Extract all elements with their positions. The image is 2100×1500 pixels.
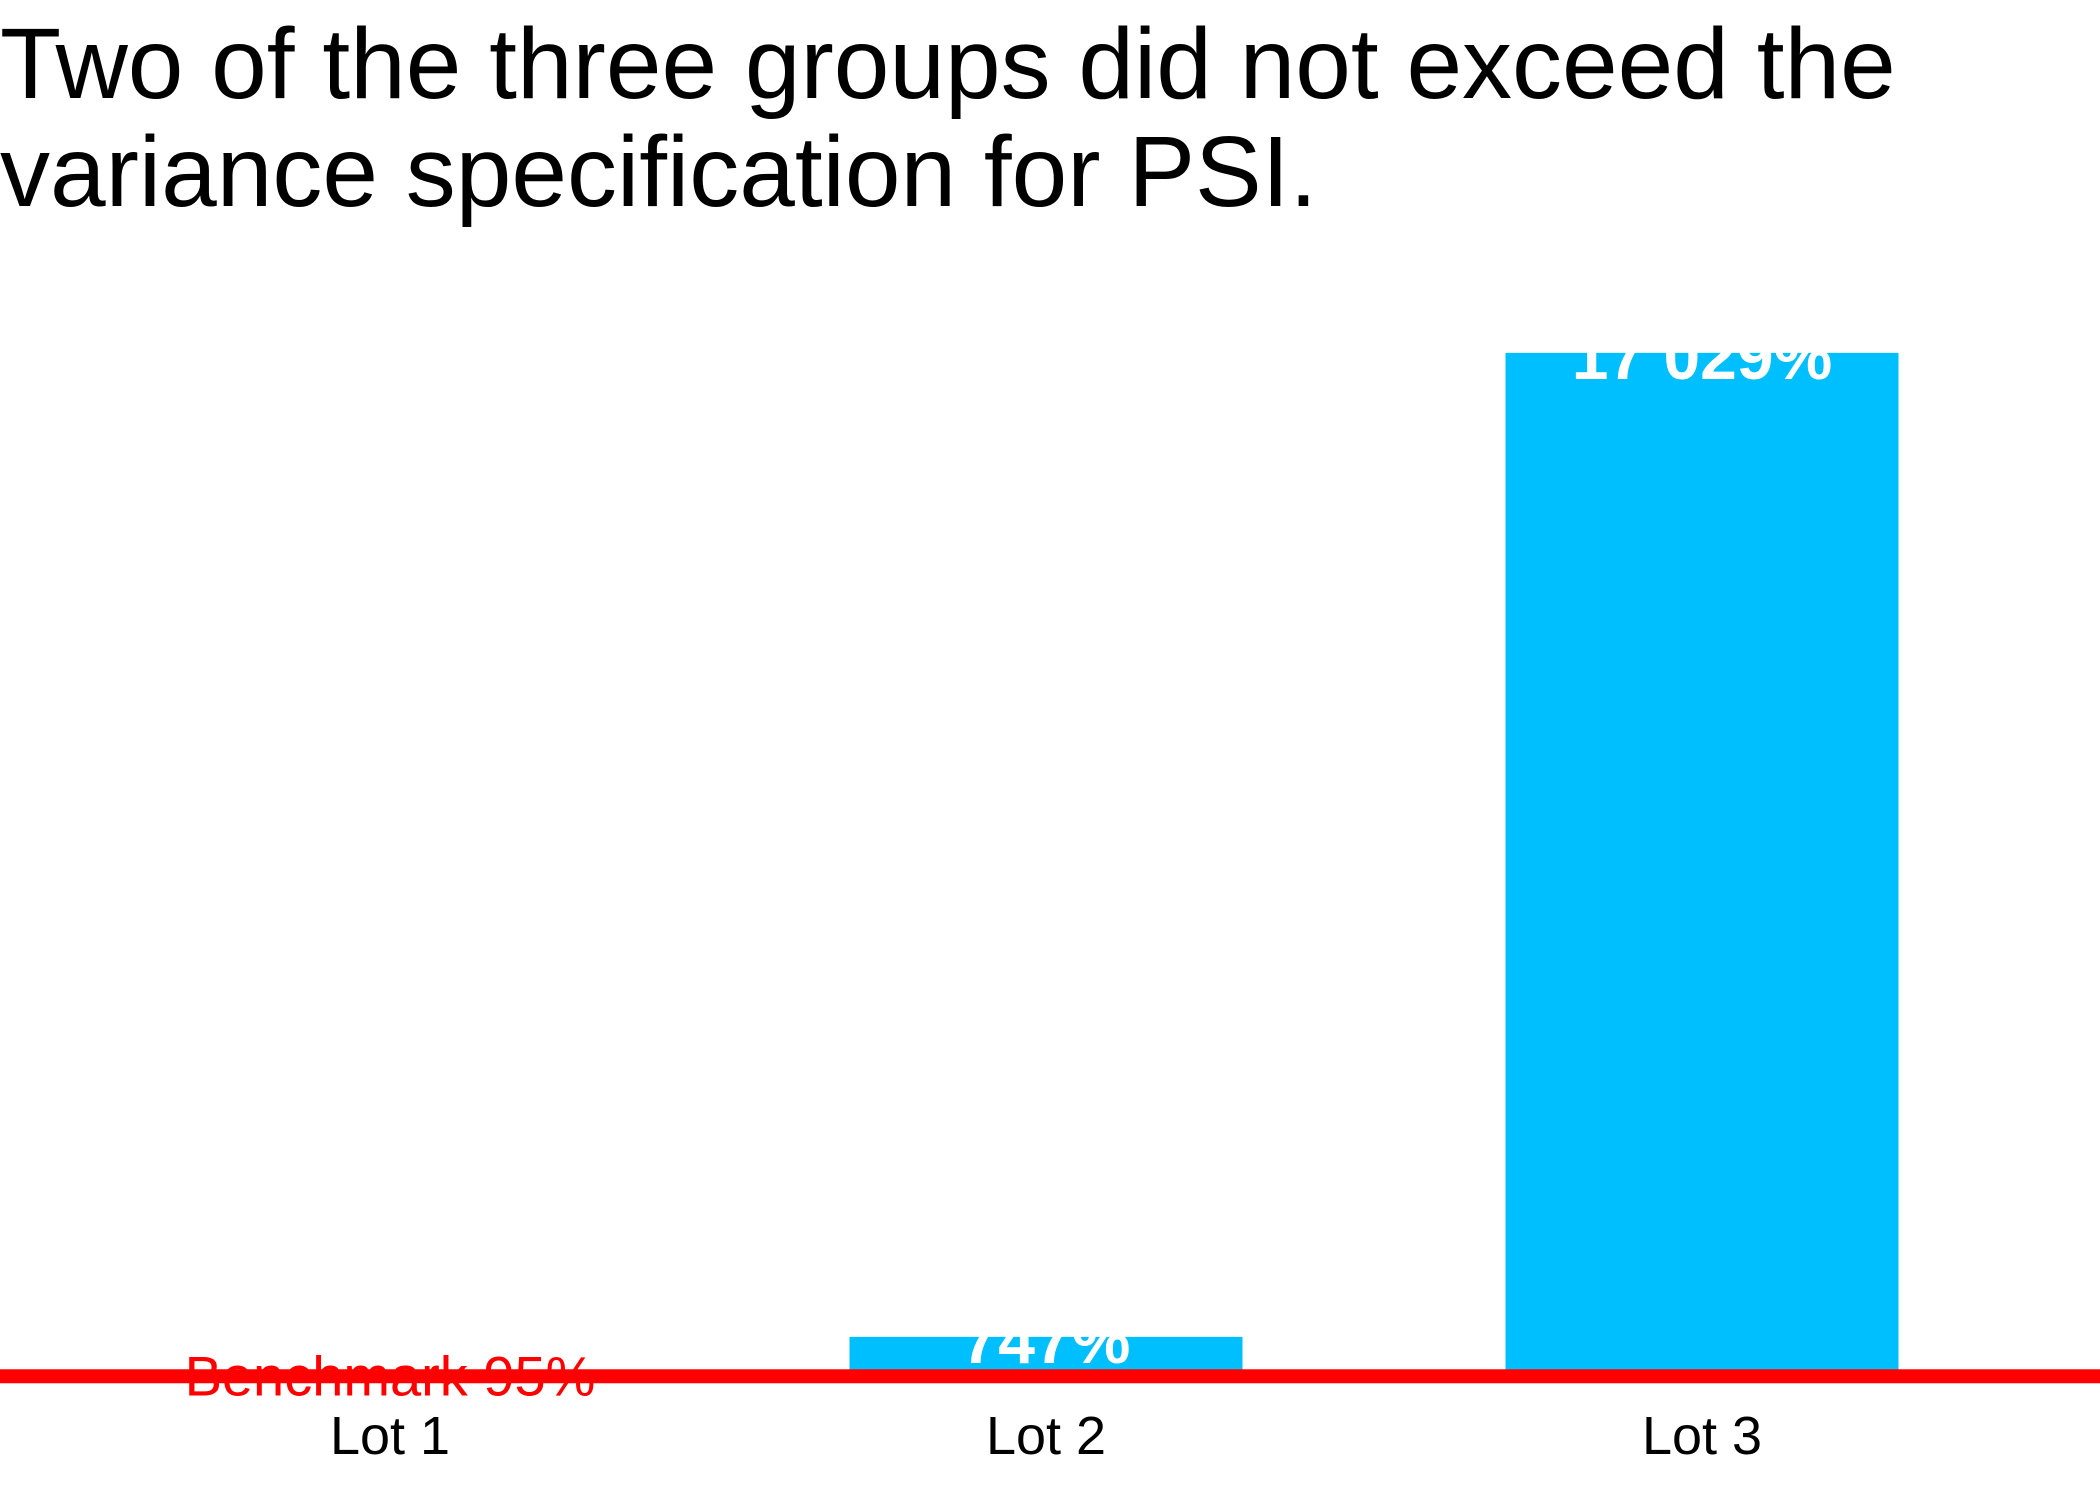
bar-lot-3	[1505, 352, 1899, 1382]
data-label-lot-2: 747%	[962, 1303, 1131, 1377]
x-axis-tick-labels: Lot 1 Lot 2 Lot 3	[330, 1406, 1762, 1466]
benchmark-line	[0, 1369, 2100, 1384]
chart-title-line-2: variance specification for PSI.	[0, 116, 1318, 228]
data-label-lot-3: 17 029%	[1572, 319, 1833, 393]
bar-labels-group: 747% 17 029%	[962, 319, 1833, 1377]
chart-title: Two of the three groups did not exceed t…	[0, 10, 2060, 226]
chart-title-line-1: Two of the three groups did not exceed t…	[0, 8, 1896, 120]
benchmark-group: Benchmark 95%	[0, 1344, 2100, 1407]
x-tick-label-lot-3: Lot 3	[1642, 1406, 1762, 1466]
x-tick-label-lot-2: Lot 2	[986, 1406, 1106, 1466]
bars-group	[849, 352, 1899, 1382]
x-tick-label-lot-1: Lot 1	[330, 1406, 450, 1466]
benchmark-label: Benchmark 95%	[185, 1344, 596, 1407]
